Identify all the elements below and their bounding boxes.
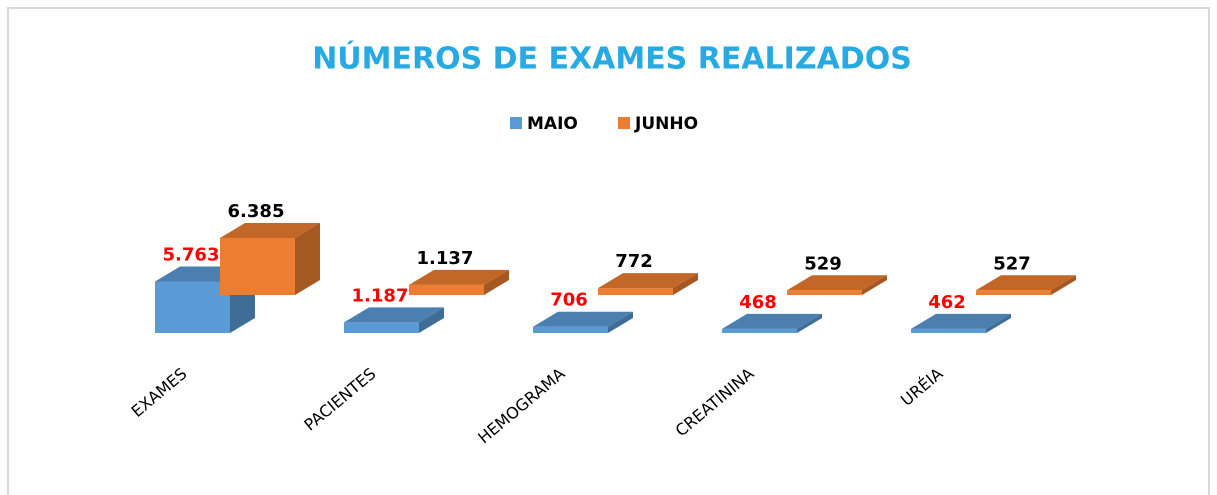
bar [220, 223, 320, 295]
bar [533, 311, 633, 333]
bar [722, 313, 822, 333]
bar-front [976, 290, 1051, 295]
legend-swatch [510, 117, 522, 129]
bar-top [409, 269, 509, 285]
value-label: 468 [739, 292, 777, 313]
bar-front [787, 290, 862, 295]
bar-top [220, 223, 320, 238]
bar-front [155, 281, 230, 333]
bar-top [787, 275, 887, 291]
bar-side [484, 269, 509, 295]
bar-side [1051, 275, 1076, 295]
bar-top [533, 311, 633, 327]
bar [976, 275, 1076, 295]
value-label: 706 [550, 290, 588, 311]
bar-front [220, 238, 295, 295]
value-label: 462 [928, 292, 966, 313]
chart-border [7, 7, 1210, 495]
bar-top [344, 307, 444, 323]
bar-top [722, 313, 822, 329]
value-label: 529 [804, 253, 842, 274]
value-label: 1.137 [417, 248, 474, 269]
bar-top [598, 273, 698, 289]
bar [409, 269, 509, 295]
value-label: 527 [993, 253, 1031, 274]
bar-front [722, 328, 797, 333]
legend-label: MAIO [527, 114, 578, 134]
bar-front [911, 328, 986, 333]
chart-title: NÚMEROS DE EXAMES REALIZADOS [312, 40, 912, 77]
bar-front [344, 322, 419, 333]
value-label: 5.763 [163, 245, 220, 266]
legend-label: JUNHO [634, 114, 698, 134]
bar [911, 313, 1011, 333]
bar-side [419, 307, 444, 333]
value-label: 1.187 [352, 285, 409, 306]
bar [598, 273, 698, 295]
bar-top [911, 313, 1011, 329]
bar-side [986, 313, 1011, 333]
bar-side [797, 313, 822, 333]
bar-side [862, 275, 887, 295]
bar-side [608, 311, 633, 333]
bar [787, 275, 887, 295]
legend-swatch [618, 117, 630, 129]
bar-front [533, 326, 608, 333]
bar-front [598, 288, 673, 295]
bar-side [295, 223, 320, 295]
bar-top [976, 275, 1076, 291]
bar-side [673, 273, 698, 295]
value-label: 6.385 [228, 201, 285, 222]
bar [344, 307, 444, 333]
bar-front [409, 284, 484, 295]
value-label: 772 [615, 251, 653, 272]
